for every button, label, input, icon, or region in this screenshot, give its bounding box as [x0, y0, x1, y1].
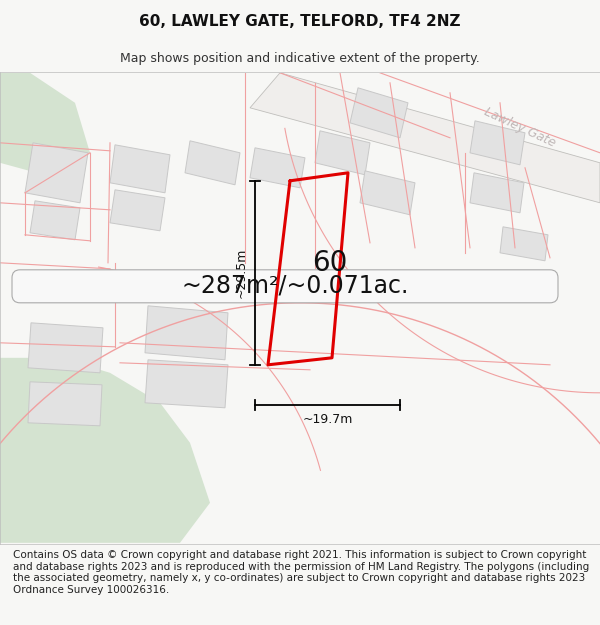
Polygon shape — [185, 141, 240, 185]
Polygon shape — [110, 190, 165, 231]
Polygon shape — [28, 382, 102, 426]
Polygon shape — [470, 173, 524, 213]
Polygon shape — [250, 148, 305, 188]
Polygon shape — [110, 145, 170, 192]
Text: ~287m²/~0.071ac.: ~287m²/~0.071ac. — [181, 274, 409, 298]
Text: Lawley Gate: Lawley Gate — [482, 106, 558, 150]
Polygon shape — [0, 357, 210, 542]
FancyBboxPatch shape — [12, 270, 558, 302]
Polygon shape — [470, 121, 525, 165]
Polygon shape — [350, 88, 408, 138]
Text: 60, LAWLEY GATE, TELFORD, TF4 2NZ: 60, LAWLEY GATE, TELFORD, TF4 2NZ — [139, 14, 461, 29]
Text: ~19.7m: ~19.7m — [302, 413, 353, 426]
Text: Contains OS data © Crown copyright and database right 2021. This information is : Contains OS data © Crown copyright and d… — [13, 550, 589, 595]
Text: 60: 60 — [313, 249, 347, 277]
Polygon shape — [30, 201, 80, 240]
Polygon shape — [28, 322, 103, 372]
Polygon shape — [25, 142, 88, 202]
Polygon shape — [500, 227, 548, 261]
Text: Map shows position and indicative extent of the property.: Map shows position and indicative extent… — [120, 52, 480, 65]
Polygon shape — [145, 306, 228, 360]
Polygon shape — [250, 72, 600, 202]
Polygon shape — [360, 171, 415, 215]
Polygon shape — [315, 131, 370, 175]
Polygon shape — [145, 360, 228, 408]
Polygon shape — [0, 72, 90, 178]
Text: ~29.5m: ~29.5m — [235, 248, 248, 298]
